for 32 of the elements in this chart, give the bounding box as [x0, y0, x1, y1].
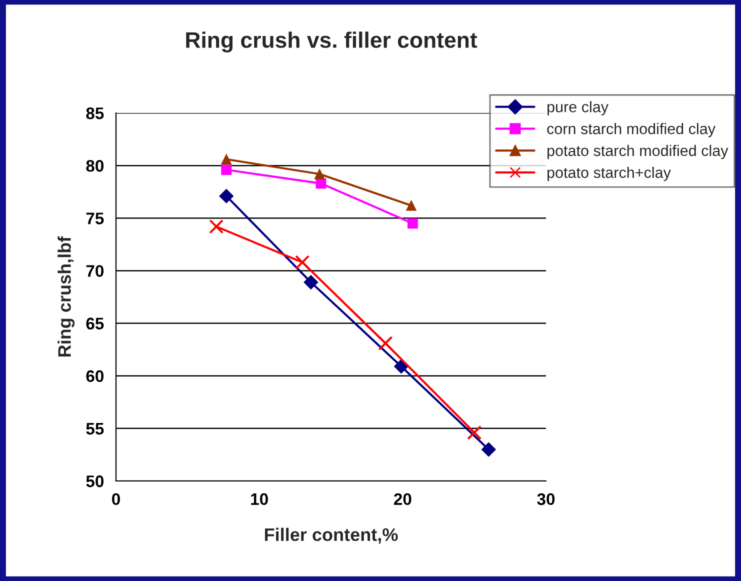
- legend-label: potato starch modified clay: [548, 144, 728, 160]
- y-tick-label: 60: [86, 370, 104, 382]
- x-tick-label: 0: [112, 493, 120, 506]
- point: [378, 336, 393, 351]
- point: [209, 219, 224, 234]
- point: [481, 442, 496, 457]
- legend-label: corn starch modified clay: [547, 122, 716, 138]
- y-tick-label: 85: [86, 107, 104, 120]
- x-tick-label: 10: [251, 493, 268, 506]
- legend-label: potato starch+clay: [548, 166, 671, 181]
- y-tick-label: 80: [86, 160, 104, 172]
- x-tick-label: 20: [394, 493, 412, 506]
- x-tick-label: 30: [537, 493, 555, 506]
- point: [221, 154, 232, 164]
- legend-label: pure clay: [548, 101, 608, 116]
- point: [221, 164, 232, 175]
- point: [394, 359, 408, 374]
- point: [406, 200, 416, 211]
- chart-title: Ring crush vs. filler content: [186, 32, 478, 52]
- y-axis-title: Ring crush,lbf: [58, 236, 75, 356]
- y-tick-label: 50: [86, 475, 104, 488]
- point: [219, 188, 234, 204]
- point: [314, 168, 325, 180]
- y-tick-label: 75: [86, 212, 104, 224]
- point: [304, 275, 318, 290]
- x-axis-title: Filler content,%: [264, 528, 398, 544]
- y-tick-label: 65: [86, 318, 104, 330]
- point: [467, 425, 482, 440]
- y-tick-label: 70: [86, 265, 104, 277]
- point: [295, 255, 310, 270]
- y-tick-label: 55: [86, 423, 104, 435]
- point: [407, 218, 418, 229]
